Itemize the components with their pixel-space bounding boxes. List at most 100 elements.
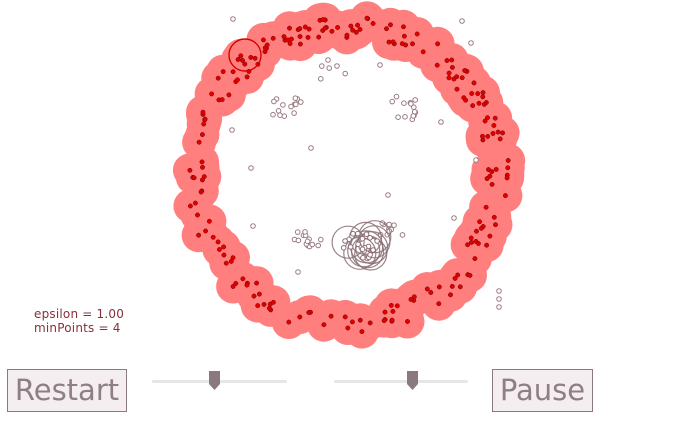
- cluster-point: [355, 22, 361, 28]
- cluster-point: [394, 303, 400, 309]
- cluster-point: [469, 91, 475, 96]
- scan-point: [347, 244, 354, 250]
- cluster-point: [345, 325, 351, 331]
- scan-point: [359, 235, 366, 242]
- cluster-point: [297, 314, 303, 320]
- cluster-point: [467, 272, 473, 278]
- noise-point: [318, 236, 324, 243]
- minpoints-slider[interactable]: [334, 371, 468, 393]
- scan-point: [370, 247, 376, 253]
- noise-point: [468, 40, 474, 46]
- cluster-point: [401, 33, 407, 39]
- cluster-point: [233, 280, 239, 286]
- cluster-point: [210, 234, 216, 240]
- cluster-point: [264, 42, 270, 48]
- cluster-point: [195, 212, 200, 218]
- cluster-point: [477, 219, 483, 225]
- cluster-point: [321, 322, 327, 328]
- cluster-point: [252, 55, 258, 61]
- cluster-point: [350, 27, 356, 33]
- cluster-point: [401, 24, 406, 30]
- cluster-point: [353, 29, 359, 35]
- cluster-point: [215, 75, 221, 81]
- cluster-point: [478, 225, 484, 231]
- cluster-point: [493, 222, 498, 228]
- cluster-point: [446, 75, 452, 81]
- noise-point: [309, 241, 316, 248]
- noise-point: [496, 296, 502, 302]
- cluster-point: [344, 32, 350, 38]
- cluster-point: [462, 68, 468, 73]
- cluster-point: [504, 175, 510, 181]
- cluster-point: [485, 133, 491, 139]
- cluster-point: [244, 282, 250, 288]
- noise-point: [496, 288, 502, 294]
- cluster-point: [254, 280, 260, 286]
- cluster-point: [199, 177, 205, 183]
- minpoints-slider-thumb[interactable]: [406, 371, 418, 390]
- cluster-point: [454, 86, 460, 92]
- cluster-point: [297, 41, 303, 47]
- pause-button[interactable]: Pause: [492, 369, 593, 412]
- cluster-point: [286, 319, 292, 325]
- cluster-point: [382, 309, 388, 315]
- cluster-point: [270, 35, 276, 41]
- noise-point: [473, 157, 479, 163]
- cluster-point: [364, 15, 370, 21]
- cluster-point: [475, 91, 481, 97]
- epsilon-slider-thumb[interactable]: [209, 371, 221, 390]
- cluster-point: [230, 255, 236, 261]
- noise-point: [408, 101, 414, 107]
- cluster-point: [471, 80, 477, 86]
- cluster-point: [482, 118, 488, 124]
- noise-point: [230, 16, 236, 22]
- cluster-point: [490, 131, 496, 136]
- cluster-point: [342, 314, 348, 320]
- scan-point: [350, 230, 356, 237]
- cluster-point: [489, 181, 495, 187]
- cluster-point: [449, 57, 455, 63]
- noise-point: [271, 98, 277, 105]
- cluster-point: [242, 61, 248, 67]
- cluster-point: [199, 159, 205, 165]
- noise-point: [288, 103, 294, 110]
- cluster-point: [455, 272, 461, 278]
- scan-point: [359, 246, 366, 252]
- cluster-point: [322, 25, 328, 31]
- cluster-point: [370, 21, 376, 26]
- restart-button[interactable]: Restart: [7, 369, 127, 412]
- epsilon-readout: epsilon = 1.00: [34, 307, 125, 321]
- noise-point: [386, 221, 392, 228]
- cluster-point: [491, 214, 497, 220]
- cluster-point: [476, 100, 482, 106]
- scan-radius-circle: [358, 220, 392, 254]
- cluster-point: [446, 70, 452, 76]
- noise-point: [391, 222, 397, 228]
- noise-point: [451, 215, 457, 221]
- cluster-point: [215, 239, 221, 245]
- cluster-point: [320, 17, 326, 23]
- cluster-point: [389, 317, 395, 323]
- cluster-point: [480, 94, 486, 100]
- cluster-point: [435, 41, 441, 47]
- cluster-point: [485, 115, 490, 121]
- cluster-point: [367, 320, 373, 326]
- noise-point: [385, 192, 391, 198]
- cluster-point: [457, 284, 463, 290]
- cluster-canvas: [172, 1, 526, 349]
- cluster-point: [410, 41, 415, 47]
- noise-point: [248, 165, 254, 171]
- cluster-point: [329, 28, 335, 34]
- cluster-point: [483, 204, 489, 210]
- scan-point: [360, 254, 366, 261]
- noise-point: [319, 63, 325, 69]
- noise-point: [459, 18, 465, 24]
- cluster-point: [436, 284, 442, 290]
- cluster-point: [209, 91, 215, 97]
- epsilon-slider[interactable]: [152, 371, 287, 393]
- minpoints-slider-track[interactable]: [334, 380, 468, 383]
- scan-radius-circle: [331, 225, 365, 259]
- cluster-point: [306, 26, 312, 32]
- cluster-point: [199, 132, 205, 138]
- cluster-point: [420, 49, 426, 55]
